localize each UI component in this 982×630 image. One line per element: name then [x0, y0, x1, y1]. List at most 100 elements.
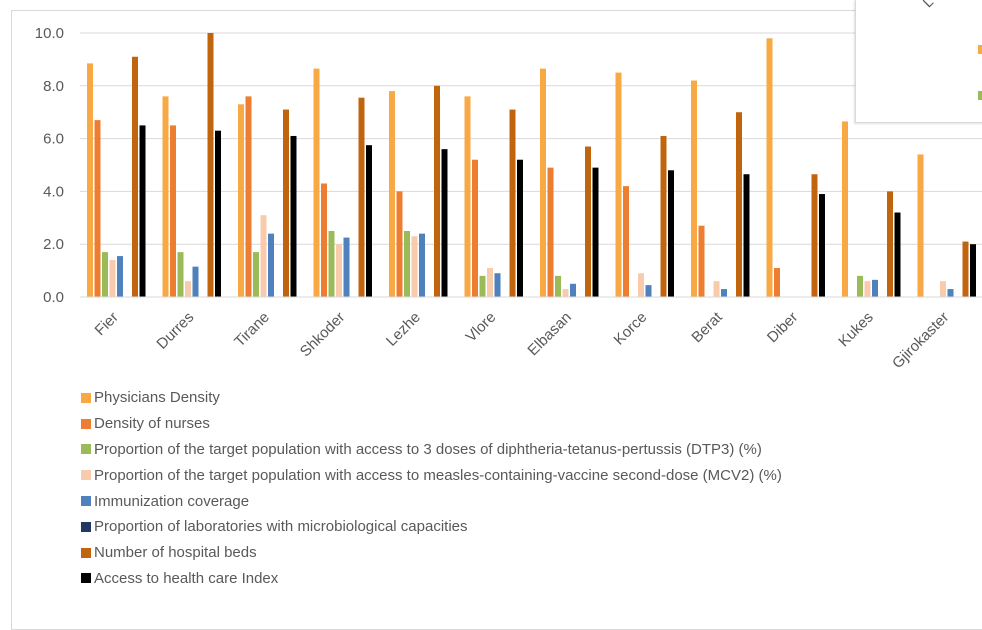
bar [117, 256, 123, 297]
bar [970, 244, 976, 297]
y-tick-label: 0.0 [43, 289, 64, 306]
bar [713, 281, 720, 297]
legend-label: Immunization coverage [94, 492, 250, 510]
overlay-swatch-1 [978, 45, 982, 54]
legend-swatch [81, 470, 91, 481]
bar [623, 186, 629, 297]
bar [290, 135, 297, 297]
x-tick-label: Vlore [463, 309, 500, 346]
x-tick-label: Lezhe [383, 309, 424, 350]
bar [872, 279, 878, 297]
bar [238, 104, 244, 297]
bar [660, 135, 667, 297]
bar [192, 266, 199, 297]
bar [411, 236, 418, 297]
bar [328, 231, 335, 297]
y-tick-label: 8.0 [43, 78, 64, 95]
legend-label: Number of hospital beds [94, 544, 257, 562]
bar [887, 191, 893, 297]
bar [736, 112, 742, 297]
legend-label: Density of nurses [94, 415, 210, 433]
bar [645, 285, 652, 297]
bar [615, 72, 622, 297]
legend-item: Immunization coverage [81, 488, 782, 514]
x-tick-label: Diber [764, 309, 801, 346]
bar [721, 289, 727, 297]
bar-chart: 0.0 2.0 4.0 6.0 8.0 10.0 Fier Durres Tirane Shkod… [35, 25, 982, 372]
bar [894, 212, 901, 297]
bar [87, 63, 93, 297]
legend-swatch [81, 444, 91, 455]
bar [691, 80, 697, 298]
bar [487, 267, 493, 297]
legend-item: Proportion of the target population with… [81, 462, 782, 488]
bar [253, 252, 259, 297]
legend-item: Number of hospital beds [81, 540, 782, 566]
bar [336, 244, 342, 297]
bar [864, 281, 871, 297]
legend-label: Access to health care Index [94, 569, 279, 587]
y-tick-label: 4.0 [43, 183, 64, 200]
bar [94, 120, 101, 298]
legend-label: Proportion of laboratories with microbio… [94, 518, 468, 536]
y-tick-label: 6.0 [43, 131, 64, 148]
legend-swatch [81, 418, 91, 429]
bar [366, 145, 372, 297]
overlay-legend-panel [855, 0, 982, 123]
bar [570, 283, 576, 297]
legend-label: Proportion of the target population with… [94, 440, 762, 458]
legend-item: Proportion of laboratories with microbio… [81, 514, 782, 540]
bar [917, 154, 924, 297]
chart-area [11, 10, 982, 630]
bar [162, 96, 169, 297]
x-tick-label: Fier [92, 309, 122, 339]
bar [268, 233, 274, 297]
legend-item: Proportion of the target population with… [81, 437, 782, 463]
x-tick-label: Durres [153, 309, 197, 353]
bar [404, 231, 410, 297]
bar [668, 170, 674, 297]
legend-item: Access to health care Index [81, 566, 782, 592]
x-tick-label: Korce [611, 309, 651, 349]
bar [842, 121, 848, 297]
x-tick-label: Shkoder [297, 309, 349, 361]
bar [185, 281, 191, 297]
bar [547, 167, 554, 297]
bar [102, 252, 108, 297]
bar [479, 275, 486, 297]
bar [472, 159, 478, 297]
bar [396, 191, 403, 297]
bar [774, 267, 780, 297]
bar [170, 125, 176, 298]
bar [245, 96, 252, 297]
bar [592, 167, 599, 297]
overlay-swatch-2 [978, 91, 982, 100]
chart-legend: Physicians Density Density of nurses Propo… [81, 385, 782, 591]
bar [540, 68, 546, 297]
bar [389, 91, 395, 297]
legend-swatch [81, 521, 91, 532]
bar [819, 194, 825, 297]
legend-swatch [81, 496, 91, 507]
legend-item: Density of nurses [81, 411, 782, 437]
bar [132, 56, 138, 298]
bar [441, 149, 448, 297]
x-tick-label: Tirane [231, 309, 273, 351]
bar [139, 125, 146, 298]
legend-swatch [81, 392, 91, 403]
bar [343, 237, 350, 297]
bar [207, 33, 214, 297]
bar [857, 275, 863, 297]
bar [940, 281, 946, 297]
bar [321, 183, 327, 297]
x-tick-label: Elbasan [524, 309, 574, 359]
y-tick-label: 2.0 [43, 236, 64, 253]
bar [698, 225, 705, 297]
x-tick-label: Gjirokaster [889, 309, 952, 372]
bar [962, 241, 969, 297]
legend-swatch [81, 547, 91, 558]
x-tick-label: Kukes [835, 309, 877, 351]
x-tick-label: Berat [688, 308, 726, 346]
legend-swatch [81, 573, 91, 584]
bar [260, 215, 267, 297]
